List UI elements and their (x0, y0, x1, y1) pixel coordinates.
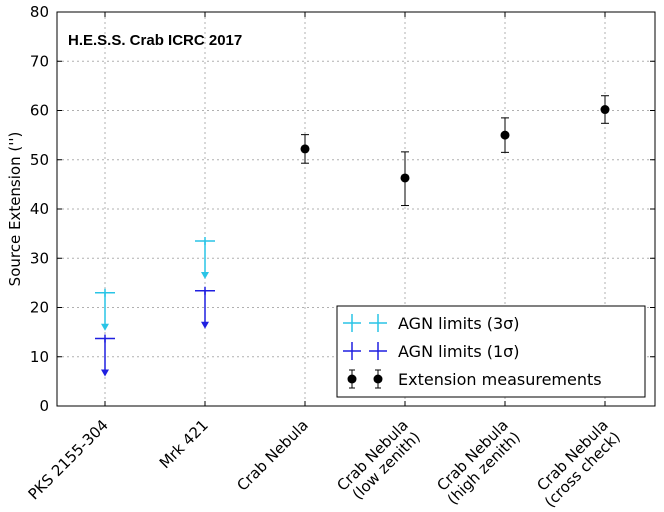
x-tick-label: PKS 2155-304 (25, 416, 112, 503)
y-tick-label: 40 (30, 200, 49, 218)
upper-limit-arrow-head (201, 321, 209, 329)
y-tick-label: 70 (30, 52, 49, 70)
legend-label: Extension measurements (398, 370, 602, 389)
legend-marker (373, 374, 383, 384)
x-tick-label-line: Mrk 421 (156, 416, 212, 472)
legend-label: AGN limits (3σ) (398, 314, 520, 333)
legend: AGN limits (3σ) AGN limits (1σ) Extension … (336, 305, 646, 398)
x-tick-label: Crab Nebula (233, 416, 311, 494)
legend-label: AGN limits (1σ) (398, 342, 520, 361)
legend-marker (347, 374, 357, 384)
legend-box (336, 305, 646, 398)
y-tick-label: 0 (39, 397, 49, 415)
upper-limit-arrow-head (101, 323, 109, 331)
data-point (300, 144, 310, 154)
upper-limit-arrow-head (201, 272, 209, 280)
data-marks (95, 95, 610, 377)
y-tick-label: 30 (30, 249, 49, 267)
grid (57, 12, 655, 406)
chart-title: H.E.S.S. Crab ICRC 2017 (68, 32, 242, 49)
x-tick-label: Crab Nebula(cross check) (529, 416, 624, 511)
y-tick-label: 60 (30, 102, 49, 120)
data-point (500, 130, 510, 140)
data-point (400, 173, 410, 183)
x-tick-label-line: PKS 2155-304 (25, 416, 112, 503)
y-tick-label: 20 (30, 299, 49, 317)
x-tick-label: Mrk 421 (156, 416, 212, 472)
y-axis-label: Source Extension ('') (6, 132, 24, 287)
x-tick-label: Crab Nebula(low zenith) (333, 416, 423, 506)
y-tick-label: 50 (30, 151, 49, 169)
data-point (600, 105, 610, 115)
upper-limit-arrow-head (101, 369, 109, 377)
y-tick-label: 80 (30, 3, 49, 21)
axis-ticks: 0 10 20 30 40 50 60 70 80 PKS 2155-304 Mrk 421 Crab… (25, 3, 655, 511)
x-tick-label: Crab Nebula(high zenith) (432, 416, 524, 508)
x-tick-label-line: Crab Nebula (233, 416, 311, 494)
y-tick-label: 10 (30, 348, 49, 366)
